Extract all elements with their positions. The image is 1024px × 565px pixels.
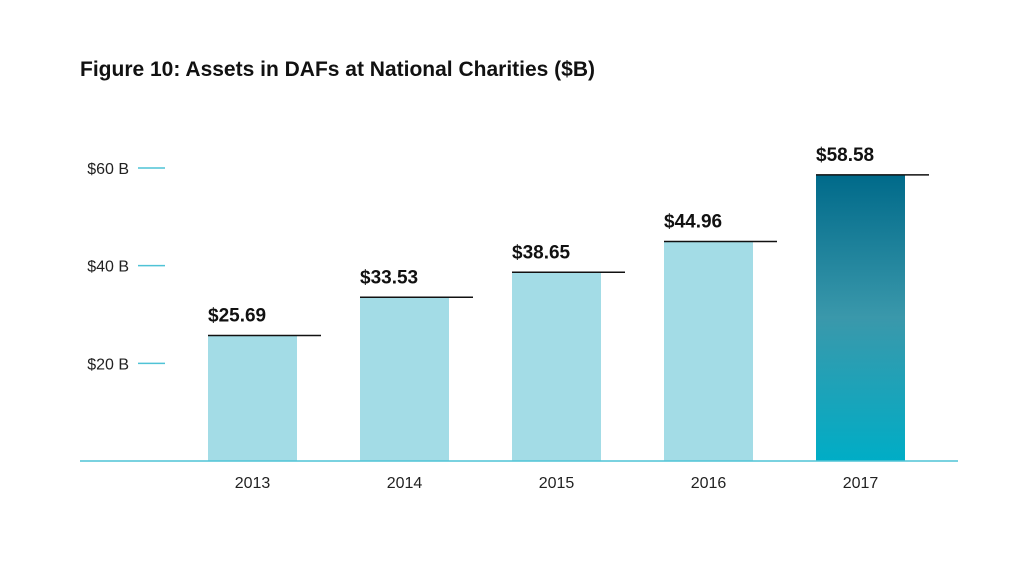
bars: $25.69 $33.53 $38.65 $44.96 $58.58 xyxy=(208,145,929,461)
y-tick-label: $20 B xyxy=(87,356,129,373)
bar-data-label: $33.53 xyxy=(360,267,418,288)
chart-title: Figure 10: Assets in DAFs at National Ch… xyxy=(80,58,596,81)
bar-2015 xyxy=(512,272,601,461)
bar-2014 xyxy=(360,297,449,461)
x-tick-label: 2015 xyxy=(539,475,575,492)
x-tick-label: 2017 xyxy=(843,475,879,492)
y-tick-label: $60 B xyxy=(87,161,129,178)
x-tick-label: 2016 xyxy=(691,475,727,492)
y-tick-label: $40 B xyxy=(87,259,129,276)
x-tick-label: 2013 xyxy=(235,475,271,492)
bar-2016 xyxy=(664,241,753,461)
x-tick-label: 2014 xyxy=(387,475,423,492)
x-axis: 2013 2014 2015 2016 2017 xyxy=(80,460,958,492)
bar-data-label: $44.96 xyxy=(664,211,722,232)
bar-2017 xyxy=(816,174,905,461)
bar-data-label: $58.58 xyxy=(816,145,874,166)
bar-2013 xyxy=(208,335,297,461)
bar-data-label: $25.69 xyxy=(208,306,266,327)
y-axis: $20 B $40 B $60 B xyxy=(87,161,165,373)
bar-data-label: $38.65 xyxy=(512,242,571,263)
